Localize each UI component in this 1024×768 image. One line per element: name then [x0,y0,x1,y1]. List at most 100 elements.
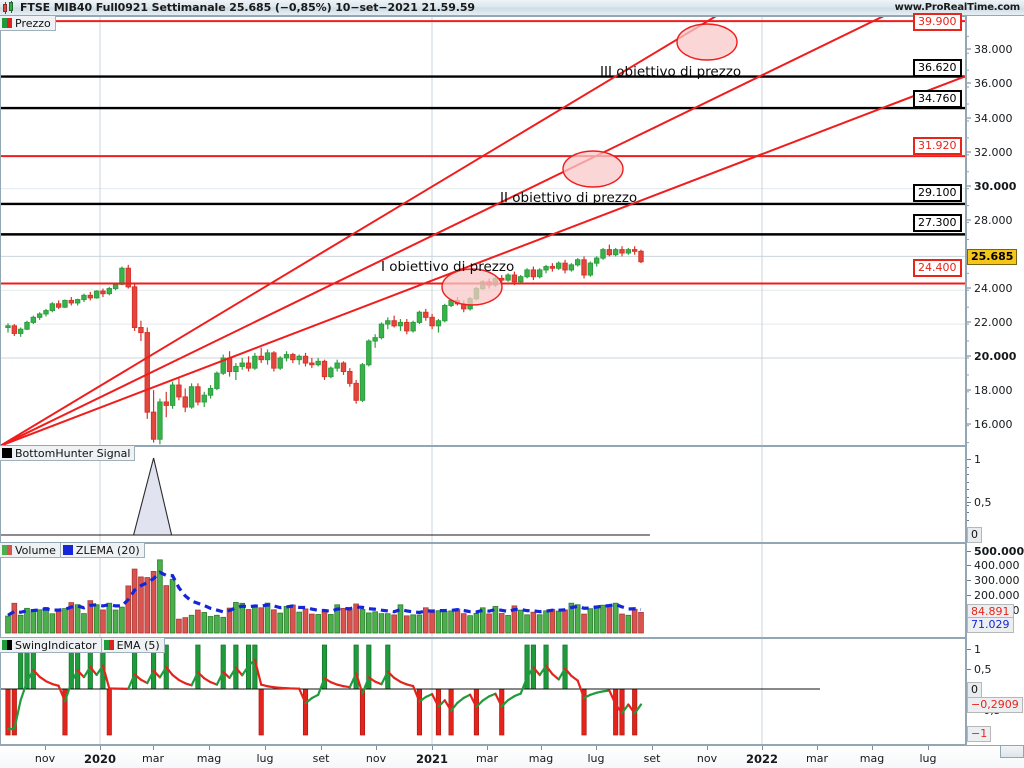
series-color-swatch-icon [2,640,12,650]
ema-segment [57,684,67,703]
volume-axis[interactable]: 500.000400.000300.000200.000100.00084.89… [966,543,1024,638]
bottomhunter-panel[interactable]: BottomHunter Signal 1 0,5 0 [0,446,1024,543]
candle-body [328,367,334,378]
swing-bar [499,688,505,736]
candle-body [182,396,188,408]
volume-bar [138,576,144,634]
candle-body [423,311,429,318]
axis-minor-tick [966,497,969,498]
volume-bar [11,602,18,634]
price-plot-area[interactable]: III obiettivo di prezzo II obiettivo di … [0,16,966,446]
ema-segment [304,696,313,705]
legend-item-bottomhunter-signal[interactable]: BottomHunter Signal [0,446,136,461]
bottomhunter-plot-area[interactable] [0,446,966,543]
axis-tick-mark [966,502,971,503]
trendline [0,75,966,446]
candle-body [302,355,309,364]
candle-body [416,311,423,323]
legend-item-prezzo[interactable]: Prezzo [0,16,56,31]
time-axis-tick [100,746,101,750]
volume-bar [277,612,283,634]
volume-plot-area[interactable] [0,543,966,638]
volume-panel[interactable]: Volume ZLEMA (20) 500.000 400.000 300.000 2… [0,543,1024,638]
swing-bar [473,688,479,736]
ema-segment [171,673,181,682]
legend-item-swingindicator[interactable]: SwingIndicator [0,638,102,653]
scrollbar-stub[interactable] [1000,745,1024,758]
time-axis[interactable]: nov 2020 mar mag lug set nov 2021 mar mag lug set no… [0,745,1024,768]
volume-bar [397,604,404,634]
volume-bar [467,615,473,634]
candle-body [404,321,410,332]
volume-bar [593,605,600,634]
target-ellipse [441,268,503,306]
volume-bar [302,608,309,634]
volume-bar [214,614,220,634]
legend-label: EMA (5) [116,638,160,652]
volume-bar [366,612,372,634]
time-axis-label: lug [587,752,605,765]
ema-segment [152,669,162,679]
bottomhunter-chart-svg [0,446,763,543]
swing-last-value-label: −0,2909 [967,697,1023,713]
ema-segment [532,666,541,677]
candle-body [36,313,43,318]
candle-body [524,269,530,278]
swing-panel[interactable]: SwingIndicator EMA (5) 10,5−0,50−0,2909−… [0,638,1024,745]
ema-segment [348,672,358,689]
axis-minor-tick [966,519,969,521]
bottomhunter-zero-label: 0 [967,527,982,543]
time-axis-tick [707,746,708,750]
legend-label: BottomHunter Signal [15,446,131,460]
volume-bar [448,610,454,634]
volume-bar [454,608,461,634]
candle-body [587,262,594,276]
volume-bar [429,612,435,634]
bottomhunter-axis[interactable]: 1 0,5 0 [966,446,1024,543]
volume-bar [296,611,302,634]
candle-body [150,411,157,440]
price-axis[interactable]: 38.00036.00034.00032.00030.00028.00026.0… [966,16,1024,446]
volume-bar [486,613,492,634]
time-axis-tick [209,746,210,750]
volume-bar [391,614,397,634]
volume-bar [638,611,644,634]
candle-body [397,321,404,327]
volume-bar [195,609,201,634]
candle-body [264,352,271,361]
volume-bar [384,613,391,634]
candle-body [511,274,518,283]
swing-legend[interactable]: SwingIndicator EMA (5) [0,638,165,653]
zlema-line [7,570,642,617]
candle-body [17,328,24,334]
candle-body [575,259,581,266]
swing-plot-area[interactable] [0,638,966,745]
swing-tick-label: 0,5 [974,663,992,676]
ema-segment [190,671,199,687]
swing-axis[interactable]: 10,5−0,50−0,2909−1 [966,638,1024,745]
volume-bar [207,616,214,634]
price-legend[interactable]: Prezzo [0,16,56,31]
volume-legend[interactable]: Volume ZLEMA (20) [0,543,145,558]
legend-item-volume[interactable]: Volume [0,543,61,558]
ema-segment [386,670,396,679]
time-axis-label: 2021 [415,752,449,766]
ema-segment [165,666,174,677]
time-axis-panel[interactable]: nov 2020 mar mag lug set nov 2021 mar mag lug set no… [0,745,1024,768]
volume-bar [410,614,416,634]
ema-segment [525,666,535,679]
bottomhunter-legend[interactable]: BottomHunter Signal [0,446,136,461]
volume-bar [353,603,359,634]
series-color-swatch-icon [62,545,73,555]
ema-segment [70,669,79,684]
candle-body [619,249,625,254]
legend-item-ema[interactable]: EMA (5) [101,638,165,653]
provider-url: www.ProRealTime.com [894,2,1021,13]
axis-minor-tick [966,504,969,506]
ema-segment [570,674,579,682]
ema-segment [443,699,453,712]
candle-body [537,269,543,278]
price-panel[interactable]: III obiettivo di prezzo II obiettivo di … [0,13,1024,446]
volume-bar [441,611,448,634]
legend-item-zlema[interactable]: ZLEMA (20) [60,543,145,558]
